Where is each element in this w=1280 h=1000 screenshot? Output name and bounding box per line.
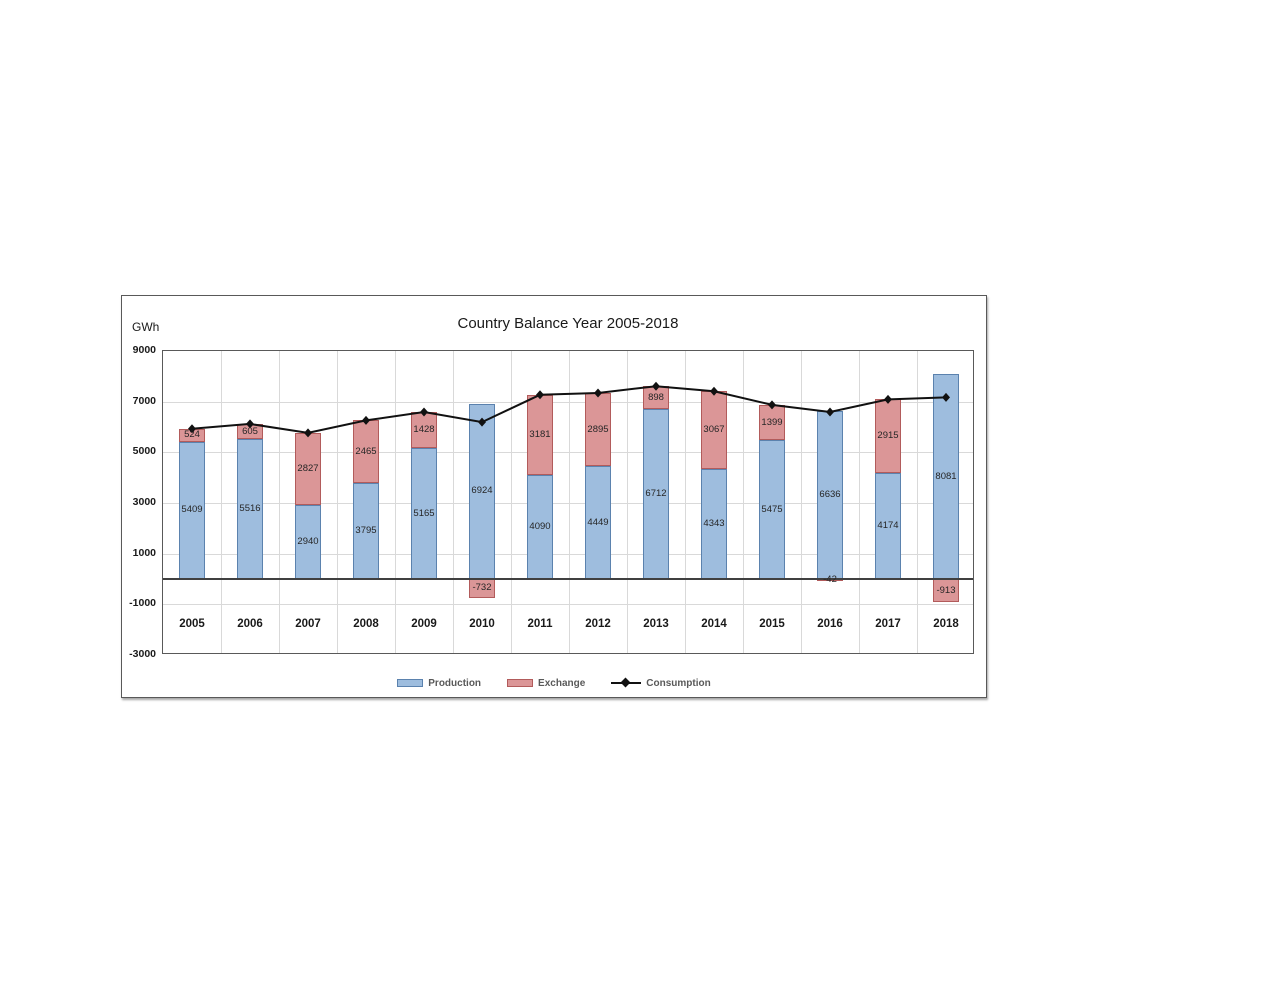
legend-label-exchange: Exchange <box>538 677 586 689</box>
production-bar <box>237 439 263 579</box>
exchange-value-label: 3181 <box>529 429 551 441</box>
exchange-value-label: 524 <box>184 429 200 441</box>
x-axis-year-label: 2012 <box>585 618 611 630</box>
x-axis-year-label: 2015 <box>759 618 785 630</box>
exchange-bar <box>295 432 321 505</box>
legend: Production Exchange Consumption <box>122 674 986 692</box>
y-tick-label: 9000 <box>132 344 156 356</box>
exchange-value-label: 2465 <box>355 445 377 457</box>
production-bar <box>759 440 785 579</box>
production-swatch-icon <box>397 679 424 687</box>
y-tick-label: 3000 <box>132 496 156 508</box>
h-gridline <box>163 503 973 504</box>
y-tick-label: 7000 <box>132 394 156 407</box>
x-axis-year-label: 2011 <box>527 618 553 630</box>
legend-item-consumption: Consumption <box>611 677 711 689</box>
y-tick-label: 1000 <box>132 546 156 559</box>
production-value-label: 4449 <box>587 516 609 528</box>
legend-label-production: Production <box>428 677 482 689</box>
production-value-label: 5475 <box>761 503 783 515</box>
production-value-label: 6924 <box>471 485 493 497</box>
production-bar <box>817 410 843 579</box>
v-gridline <box>627 351 628 653</box>
chart-title: Country Balance Year 2005-2018 <box>457 315 679 332</box>
x-axis-year-label: 2018 <box>933 618 959 630</box>
x-axis-year-label: 2005 <box>179 618 205 630</box>
exchange-value-label: 605 <box>242 425 258 437</box>
x-axis-year-label: 2013 <box>643 618 669 630</box>
v-gridline <box>743 351 744 653</box>
x-axis-year-label: 2010 <box>469 618 495 630</box>
h-gridline <box>163 401 973 403</box>
exchange-value-label: 1428 <box>413 424 435 436</box>
production-value-label: 5165 <box>413 507 435 519</box>
x-axis-year-label: 2014 <box>701 618 727 630</box>
v-gridline <box>801 351 802 653</box>
exchange-value-label: 2827 <box>297 462 319 474</box>
x-axis-year-label: 2007 <box>295 618 321 630</box>
v-gridline <box>569 351 570 653</box>
production-value-label: 4174 <box>877 520 899 532</box>
v-gridline <box>859 351 860 653</box>
exchange-value-label: 3067 <box>703 424 725 436</box>
exchange-value-label: 2895 <box>587 423 609 435</box>
y-tick-label: -3000 <box>129 648 156 660</box>
exchange-value-label: 1399 <box>761 416 783 428</box>
production-bar <box>701 468 727 579</box>
production-value-label: 4343 <box>703 517 725 529</box>
production-value-label: 8081 <box>935 470 957 482</box>
plot-area: 2005 2006 2007 2008 2009 2010 2011 2012 2013 2014… <box>162 350 974 654</box>
consumption-line-icon <box>611 677 642 688</box>
v-gridline <box>917 351 918 653</box>
x-axis-year-label: 2016 <box>817 618 843 630</box>
v-gridline <box>685 351 686 653</box>
production-bar <box>585 466 611 579</box>
production-value-label: 5409 <box>181 504 203 516</box>
production-bar <box>353 482 379 579</box>
production-bar <box>179 441 205 579</box>
h-gridline <box>163 553 973 555</box>
production-value-label: 3795 <box>355 524 377 536</box>
legend-item-production: Production <box>397 678 481 689</box>
production-value-label: 6712 <box>645 487 667 499</box>
x-axis-year-label: 2009 <box>411 618 437 630</box>
h-gridline <box>163 452 973 454</box>
exchange-swatch-icon <box>507 679 534 687</box>
production-value-label: 5516 <box>239 503 261 515</box>
v-gridline <box>453 351 454 653</box>
v-gridline <box>395 351 396 653</box>
v-gridline <box>337 351 338 653</box>
production-bar <box>411 448 437 579</box>
production-bar <box>527 475 553 579</box>
exchange-value-label: -913 <box>936 584 956 596</box>
v-gridline <box>511 351 512 653</box>
exchange-value-label: -42 <box>823 573 837 585</box>
production-value-label: 4090 <box>529 521 551 533</box>
y-tick-label: 5000 <box>132 445 156 458</box>
legend-label-consumption: Consumption <box>646 677 711 689</box>
x-axis-year-label: 2006 <box>237 618 263 630</box>
production-bar <box>875 473 901 579</box>
y-axis-unit-label: GWh <box>132 320 160 334</box>
production-bar <box>643 408 669 579</box>
y-tick-label: -1000 <box>129 597 156 610</box>
x-axis-year-label: 2008 <box>353 618 379 630</box>
h-gridline <box>163 604 973 606</box>
exchange-value-label: 898 <box>648 391 664 403</box>
production-value-label: 2940 <box>297 535 319 547</box>
chart-frame: GWh Country Balance Year 2005-2018 9000 7… <box>121 295 987 698</box>
v-gridline <box>279 351 280 653</box>
legend-item-exchange: Exchange <box>507 678 585 689</box>
exchange-value-label: -732 <box>472 582 492 594</box>
production-value-label: 6636 <box>819 488 841 500</box>
exchange-value-label: 2915 <box>877 430 899 442</box>
v-gridline <box>221 351 222 653</box>
zero-axis-line <box>163 578 973 580</box>
x-axis-year-label: 2017 <box>875 618 901 630</box>
